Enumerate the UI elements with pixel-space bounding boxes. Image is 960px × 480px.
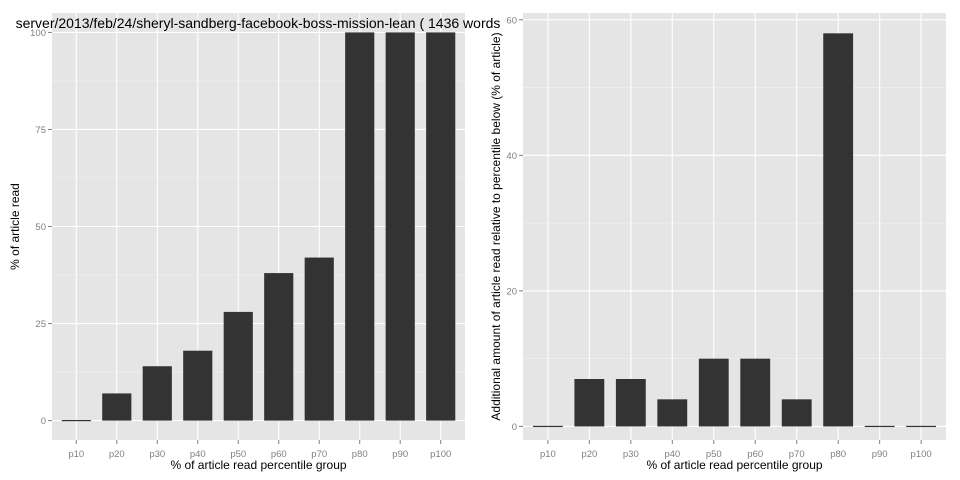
x-tick-label: p50	[230, 449, 246, 460]
y-axis-title: Additional amount of article read relati…	[489, 32, 503, 420]
bar-p60	[740, 358, 771, 427]
bar-p40	[657, 399, 688, 427]
x-tick-label: p50	[706, 449, 722, 460]
bar-p60	[264, 273, 294, 421]
bar-p100	[426, 32, 456, 421]
x-tick-label: p80	[830, 449, 846, 460]
y-tick-label: 0	[41, 416, 46, 427]
x-tick-label: p40	[664, 449, 680, 460]
bar-p20	[102, 393, 132, 421]
bar-p50	[223, 311, 253, 421]
x-tick-label: p40	[190, 449, 206, 460]
x-tick-label: p10	[540, 449, 556, 460]
x-tick-label: p20	[109, 449, 125, 460]
y-axis-title: % of article read	[8, 183, 22, 270]
x-tick-label: p90	[392, 449, 408, 460]
y-tick-label: 75	[35, 125, 46, 136]
plot-panel	[523, 13, 946, 440]
x-tick-label: p10	[68, 449, 84, 460]
x-tick-label: p60	[271, 449, 287, 460]
x-tick-label: p80	[352, 449, 368, 460]
bar-p30	[615, 379, 646, 427]
bar-p40	[183, 350, 213, 421]
x-tick-label: p30	[149, 449, 165, 460]
bar-p20	[574, 379, 605, 427]
x-axis-title: % of article read percentile group	[170, 458, 346, 472]
x-tick-label: p70	[311, 449, 327, 460]
x-tick-label: p30	[623, 449, 639, 460]
x-tick-label: p20	[581, 449, 597, 460]
bar-p80	[823, 33, 854, 427]
y-tick-label: 20	[506, 286, 517, 297]
bar-p70	[781, 399, 812, 427]
bar-p100	[906, 425, 937, 428]
y-tick-label: 50	[35, 222, 46, 233]
chart-title: server/2013/feb/24/sheryl-sandberg-faceb…	[16, 15, 501, 31]
bar-p80	[345, 32, 375, 421]
x-tick-label: p100	[911, 449, 932, 460]
x-tick-label: p60	[747, 449, 763, 460]
chart-percent-read: 0 25 50 75 100 p10 p20 p30 p40 p50 p60 p70 p80 p90 p10…	[8, 13, 500, 472]
bar-p10	[532, 425, 563, 428]
bar-p70	[304, 257, 334, 421]
bar-p30	[142, 366, 172, 421]
chart-additional-read: 0 20 40 60 p10 p20 p30 p40 p50 p60 p70 p80 p90 p100 % …	[489, 13, 946, 472]
y-tick-label: 60	[506, 15, 517, 26]
x-tick-label: p90	[872, 449, 888, 460]
x-tick-label: p100	[430, 449, 451, 460]
x-tick-label: p70	[789, 449, 805, 460]
y-tick-label: 40	[506, 151, 517, 162]
bar-p50	[698, 358, 729, 427]
bar-p90	[864, 425, 895, 428]
bar-p10	[61, 419, 91, 422]
y-tick-label: 25	[35, 319, 46, 330]
y-tick-label: 100	[30, 28, 46, 39]
bar-p90	[385, 32, 415, 421]
x-axis-title: % of article read percentile group	[646, 458, 822, 472]
y-tick-label: 0	[512, 422, 517, 433]
